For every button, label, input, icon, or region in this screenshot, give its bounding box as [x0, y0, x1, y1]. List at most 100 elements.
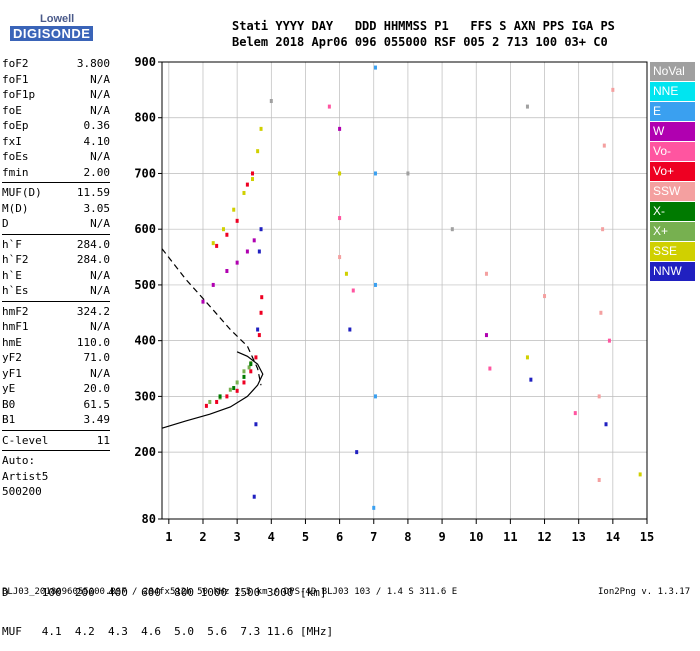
distance-row: D 100 200 400 600 800 1000 1500 3000 [km… — [2, 586, 327, 599]
legend-item-ssw: SSW — [650, 182, 695, 201]
param-name: fmin — [2, 165, 29, 179]
legend-item-vo: Vo- — [650, 142, 695, 161]
data-point-e — [373, 65, 377, 70]
plot-frame — [161, 61, 648, 520]
logo-digisonde: DIGISONDE — [10, 26, 94, 41]
data-point-w — [252, 238, 256, 243]
data-point-nnw — [254, 422, 258, 427]
param-row: foEs N/A — [2, 149, 110, 165]
data-point-sse — [338, 171, 342, 176]
data-point-ssw — [597, 394, 601, 399]
legend-item-noval: NoVal — [650, 62, 695, 81]
data-point-w — [201, 299, 205, 304]
header-row-1: Stati YYYY DAY DDD HHMMSS P1 FFS S AXN P… — [232, 19, 615, 33]
param-value: N/A — [90, 217, 110, 230]
data-point-w — [245, 249, 249, 254]
legend-item-sse: SSE — [650, 242, 695, 261]
data-point-ssw — [543, 294, 547, 299]
param-name: h`F — [2, 237, 22, 251]
param-row: Auto: — [2, 453, 110, 469]
data-point-ssw — [597, 477, 601, 482]
param-name: yE — [2, 382, 16, 395]
header-row-2: Belem 2018 Apr06 096 055000 RSF 005 2 71… — [232, 35, 608, 49]
data-point-x — [232, 386, 236, 391]
data-point-nnw — [355, 450, 359, 455]
param-name: fxI — [2, 134, 22, 148]
legend-item-nne: NNE — [650, 82, 695, 101]
param-name: foF1p — [2, 88, 36, 101]
y-tick-label: 300 — [134, 389, 156, 403]
param-separator — [2, 300, 110, 302]
data-point-sse — [232, 207, 236, 212]
data-point-vo — [225, 394, 229, 399]
data-point-vo — [245, 182, 249, 187]
data-point-x — [208, 399, 212, 404]
param-value: 61.5 — [83, 397, 111, 411]
param-row: B0 61.5 — [2, 397, 110, 413]
x-tick-label: 11 — [503, 530, 517, 544]
y-tick-label: 80 — [142, 512, 156, 526]
param-row: 500200 — [2, 484, 110, 500]
param-value: 11 — [96, 433, 110, 447]
param-value: N/A — [90, 150, 110, 163]
param-name: foE — [2, 103, 22, 117]
data-point-x — [247, 365, 251, 370]
data-point-noval — [450, 227, 454, 232]
x-tick-label: 2 — [199, 530, 206, 544]
param-separator — [2, 450, 110, 451]
legend-item-e: E — [650, 102, 695, 121]
param-name: foF2 — [2, 57, 29, 70]
software-version: Ion2Png v. 1.3.17 — [598, 587, 691, 597]
x-tick-label: 3 — [234, 530, 241, 544]
x-tick-label: 10 — [469, 530, 483, 544]
y-tick-label: 600 — [134, 222, 156, 236]
data-point-vo — [204, 403, 208, 408]
param-row: hmE 110.0 — [2, 335, 110, 351]
data-point-vo — [260, 295, 264, 300]
data-point-w — [225, 268, 229, 273]
x-tick-label: 14 — [606, 530, 620, 544]
legend-item-x: X+ — [650, 222, 695, 241]
x-tick-label: 5 — [302, 530, 309, 544]
param-row: yF1 N/A — [2, 366, 110, 382]
data-point-e — [373, 282, 377, 287]
param-name: foEs — [2, 150, 29, 163]
x-tick-label: 4 — [268, 530, 275, 544]
data-point-vo — [351, 288, 355, 293]
logo-lowell: Lowell — [40, 13, 75, 25]
x-tick-label: 12 — [537, 530, 551, 544]
legend-item-vo: Vo+ — [650, 162, 695, 181]
param-value: N/A — [90, 88, 110, 101]
legend-item-w: W — [650, 122, 695, 141]
data-point-x — [235, 380, 239, 385]
data-point-sse — [256, 149, 260, 154]
data-point-vo — [225, 232, 229, 237]
y-tick-label: 500 — [134, 278, 156, 292]
scaled-parameters-panel: foF2 3.800 foF1 N/A foF1p N/A foE N/A foEp 0.36 fx… — [2, 56, 110, 500]
param-separator — [2, 233, 110, 235]
muf-distance-table: D 100 200 400 600 800 1000 1500 3000 [km… — [2, 560, 333, 651]
param-name: foEp — [2, 119, 29, 132]
data-point-x — [228, 387, 232, 392]
data-point-sse — [251, 177, 255, 182]
param-value: 11.59 — [76, 186, 110, 199]
param-value: 71.0 — [83, 351, 111, 364]
data-point-nnw — [529, 377, 533, 382]
data-point-vo — [338, 216, 342, 221]
data-point-ssw — [602, 143, 606, 148]
param-name: h`E — [2, 268, 22, 282]
x-tick-label: 8 — [404, 530, 411, 544]
data-point-e — [372, 505, 376, 510]
param-row: h`F 284.0 — [2, 237, 110, 253]
param-row: yE 20.0 — [2, 381, 110, 397]
param-value: N/A — [90, 103, 110, 117]
param-name: yF2 — [2, 351, 22, 364]
param-name: h`F2 — [2, 253, 29, 266]
param-row: yF2 71.0 — [2, 350, 110, 366]
param-name: D — [2, 217, 9, 230]
param-row: MUF(D) 11.59 — [2, 185, 110, 201]
param-value: 0.36 — [83, 119, 111, 132]
param-value: 324.2 — [76, 304, 110, 318]
ionogram-plot: 1 2 3 4 5 6 7 8 9 10 11 12 13 14 158020030040050060070… — [134, 55, 654, 544]
param-row: foE N/A — [2, 103, 110, 119]
